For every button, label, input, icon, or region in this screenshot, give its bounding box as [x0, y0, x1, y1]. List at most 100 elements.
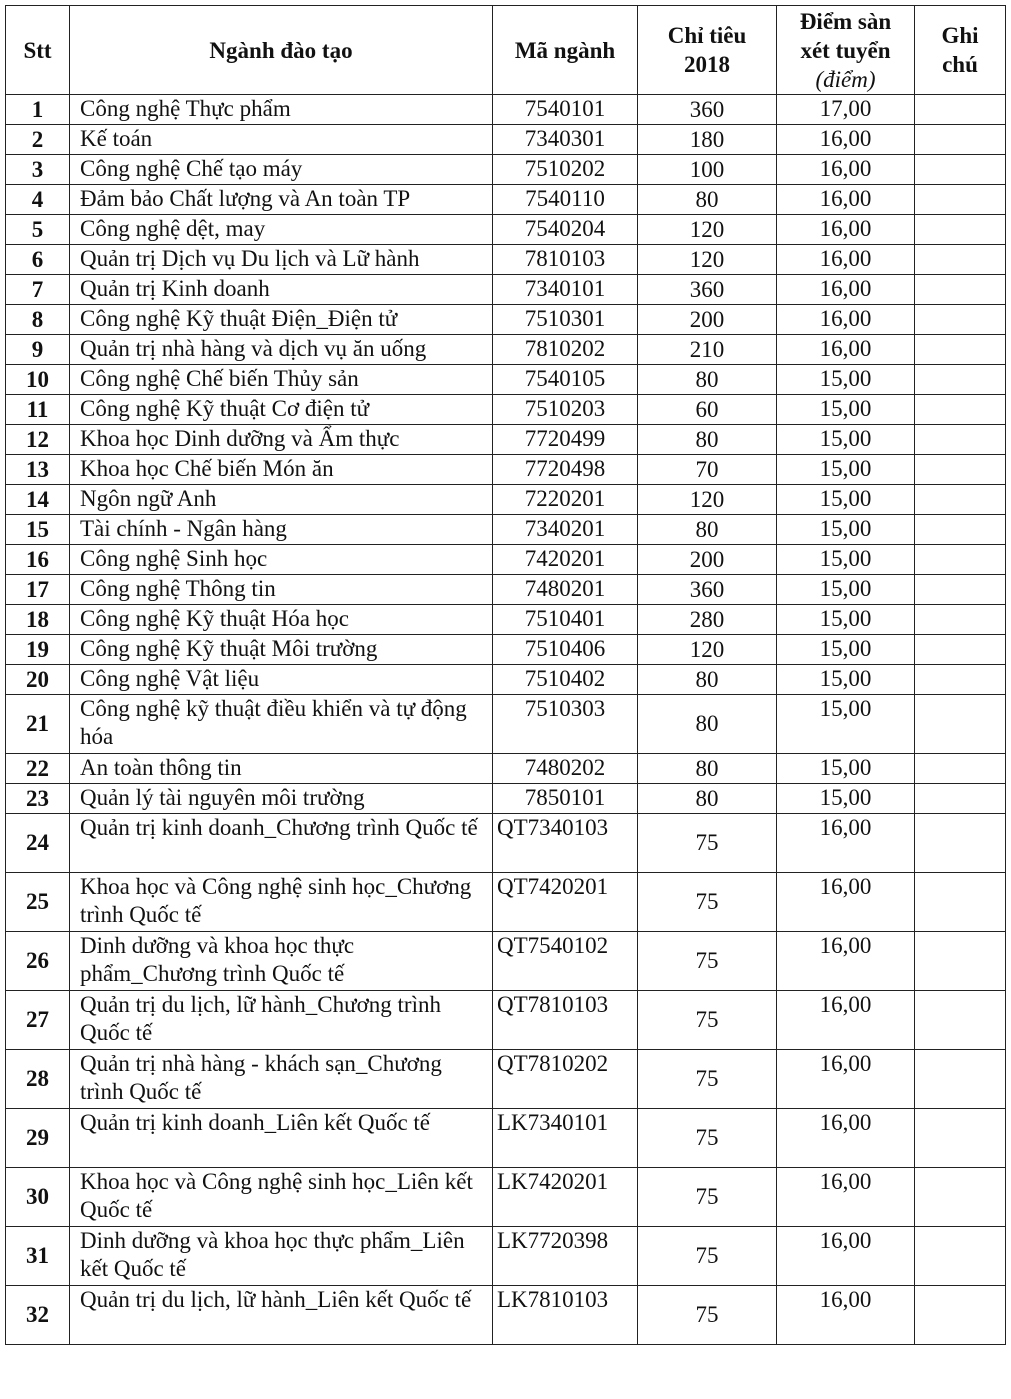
table-row: 11 Công nghệ Kỹ thuật Cơ điện tử 7510203 60… [5, 394, 1006, 425]
note-cell [914, 154, 1006, 185]
program-name-cell: Khoa học Chế biến Món ăn [69, 454, 493, 485]
program-code-cell: 7510202 [492, 154, 638, 185]
min-score-cell: 15,00 [776, 484, 915, 515]
program-code-cell: 7810202 [492, 334, 638, 365]
program-name-cell: Công nghệ Thông tin [69, 574, 493, 605]
program-name-cell: Đảm bảo Chất lượng và An toàn TP [69, 184, 493, 215]
program-name-cell: Quản trị du lịch, lữ hành_Liên kết Quốc … [69, 1285, 493, 1345]
program-name-cell: Quản trị Dịch vụ Du lịch và Lữ hành [69, 244, 493, 275]
note-cell [914, 634, 1006, 665]
quota-cell: 360 [637, 94, 777, 125]
quota-cell: 210 [637, 334, 777, 365]
program-code-cell: 7510203 [492, 394, 638, 425]
table-row: 20 Công nghệ Vật liệu 7510402 80 15,00 [5, 664, 1006, 695]
program-code-cell: 7540204 [492, 214, 638, 245]
min-score-cell: 16,00 [776, 154, 915, 185]
min-score-cell: 16,00 [776, 1108, 915, 1168]
table-row: 7 Quản trị Kinh doanh 7340101 360 16,00 [5, 274, 1006, 305]
program-name-cell: Công nghệ Chế biến Thủy sản [69, 364, 493, 395]
note-cell [914, 1285, 1006, 1345]
note-cell [914, 872, 1006, 932]
table-row: 31 Dinh dưỡng và khoa học thực phẩm_Liên … [5, 1226, 1006, 1286]
program-name-cell: An toàn thông tin [69, 753, 493, 784]
note-cell [914, 604, 1006, 635]
quota-cell: 80 [637, 783, 777, 814]
program-code-cell: QT7340103 [492, 813, 638, 873]
program-name-cell: Quản trị Kinh doanh [69, 274, 493, 305]
table-row: 17 Công nghệ Thông tin 7480201 360 15,00 [5, 574, 1006, 605]
min-score-cell: 16,00 [776, 813, 915, 873]
program-code-cell: QT7810103 [492, 990, 638, 1050]
program-code-cell: 7720498 [492, 454, 638, 485]
table-row: 15 Tài chính - Ngân hàng 7340201 80 15,00 [5, 514, 1006, 545]
program-name-cell: Công nghệ Thực phẩm [69, 94, 493, 125]
stt-cell: 17 [5, 574, 70, 605]
min-score-cell: 15,00 [776, 454, 915, 485]
min-score-cell: 15,00 [776, 694, 915, 754]
note-cell [914, 124, 1006, 155]
quota-cell: 200 [637, 544, 777, 575]
header-note: Ghi chú [914, 5, 1006, 95]
stt-cell: 18 [5, 604, 70, 635]
quota-cell: 80 [637, 424, 777, 455]
min-score-cell: 15,00 [776, 634, 915, 665]
min-score-cell: 16,00 [776, 334, 915, 365]
stt-cell: 31 [5, 1226, 70, 1286]
header-quota-line1: Chỉ tiêu [667, 23, 747, 48]
table-row: 12 Khoa học Dinh dưỡng và Ẩm thực 7720499 8… [5, 424, 1006, 455]
stt-cell: 5 [5, 214, 70, 245]
program-code-cell: LK7810103 [492, 1285, 638, 1345]
min-score-cell: 15,00 [776, 783, 915, 814]
stt-cell: 6 [5, 244, 70, 275]
stt-cell: 28 [5, 1049, 70, 1109]
min-score-cell: 16,00 [776, 1167, 915, 1227]
quota-cell: 75 [637, 1167, 777, 1227]
min-score-cell: 17,00 [776, 94, 915, 125]
quota-cell: 120 [637, 634, 777, 665]
quota-cell: 80 [637, 514, 777, 545]
table-row: 30 Khoa học và Công nghệ sinh học_Liên kế… [5, 1167, 1006, 1227]
min-score-cell: 15,00 [776, 604, 915, 635]
min-score-cell: 15,00 [776, 664, 915, 695]
stt-cell: 10 [5, 364, 70, 395]
program-code-cell: 7480201 [492, 574, 638, 605]
stt-cell: 24 [5, 813, 70, 873]
min-score-cell: 16,00 [776, 872, 915, 932]
note-cell [914, 334, 1006, 365]
min-score-cell: 15,00 [776, 394, 915, 425]
stt-cell: 19 [5, 634, 70, 665]
header-quota-line2: 2018 [684, 52, 730, 77]
header-note-line1: Ghi [941, 23, 979, 48]
min-score-cell: 16,00 [776, 304, 915, 335]
program-code-cell: 7510303 [492, 694, 638, 754]
program-code-cell: QT7420201 [492, 872, 638, 932]
program-name-cell: Quản trị nhà hàng và dịch vụ ăn uống [69, 334, 493, 365]
min-score-cell: 15,00 [776, 364, 915, 395]
note-cell [914, 454, 1006, 485]
stt-cell: 1 [5, 94, 70, 125]
stt-cell: 4 [5, 184, 70, 215]
min-score-cell: 16,00 [776, 1226, 915, 1286]
stt-cell: 16 [5, 544, 70, 575]
program-code-cell: 7540110 [492, 184, 638, 215]
program-name-cell: Công nghệ Kỹ thuật Môi trường [69, 634, 493, 665]
quota-cell: 360 [637, 274, 777, 305]
quota-cell: 120 [637, 244, 777, 275]
min-score-cell: 16,00 [776, 274, 915, 305]
program-name-cell: Công nghệ Kỹ thuật Điện_Điện tử [69, 304, 493, 335]
quota-cell: 75 [637, 1226, 777, 1286]
program-code-cell: 7510401 [492, 604, 638, 635]
note-cell [914, 1108, 1006, 1168]
note-cell [914, 664, 1006, 695]
note-cell [914, 783, 1006, 814]
program-name-cell: Kế toán [69, 124, 493, 155]
program-code-cell: LK7420201 [492, 1167, 638, 1227]
stt-cell: 30 [5, 1167, 70, 1227]
quota-cell: 75 [637, 1049, 777, 1109]
note-cell [914, 514, 1006, 545]
quota-cell: 120 [637, 484, 777, 515]
program-code-cell: 7220201 [492, 484, 638, 515]
program-name-cell: Khoa học Dinh dưỡng và Ẩm thực [69, 424, 493, 455]
header-score-line2: xét tuyển [800, 37, 891, 63]
min-score-cell: 16,00 [776, 244, 915, 275]
